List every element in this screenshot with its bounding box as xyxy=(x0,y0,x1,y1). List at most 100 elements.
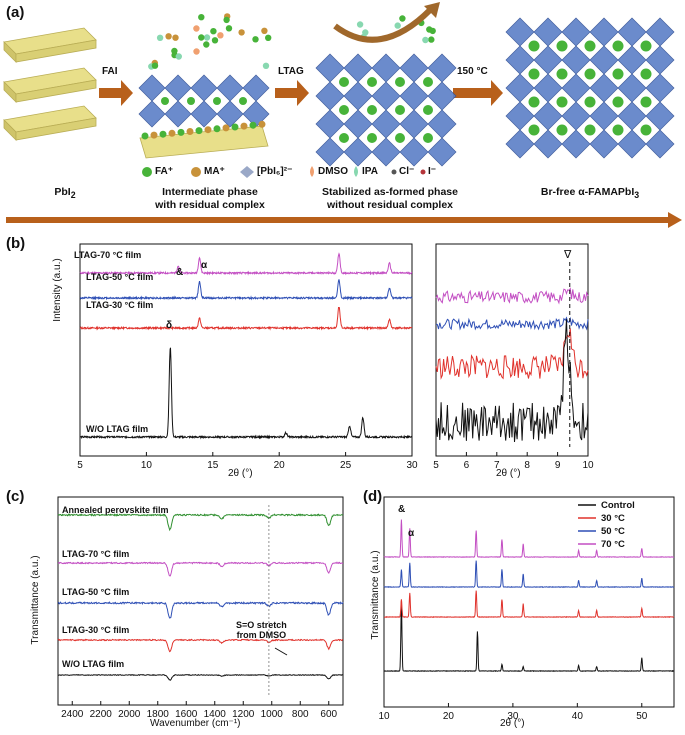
final-cation xyxy=(584,40,596,52)
final-cation xyxy=(612,124,624,136)
released-molecule xyxy=(399,15,406,22)
xrd-trace-b-right xyxy=(435,287,589,305)
final-octahedron xyxy=(561,73,591,103)
panel-d-chart: 10 20 30 40 50 xyxy=(378,496,675,722)
stab-cation xyxy=(423,77,433,87)
stab-cation xyxy=(395,105,405,115)
inter-cation-row xyxy=(141,132,149,140)
inter-cation-row xyxy=(168,129,176,137)
c-annotation: S=O stretch from DMSO xyxy=(236,620,287,640)
inter-cation-row xyxy=(195,127,203,135)
stab-octahedron xyxy=(315,81,345,111)
inter-octahedron xyxy=(164,100,192,128)
released-molecule xyxy=(428,36,435,43)
final-octahedron xyxy=(533,45,563,75)
stab-cation xyxy=(367,133,377,143)
legend-cl: Cl⁻ xyxy=(399,166,415,177)
pbi6-legend-icon xyxy=(240,166,254,178)
step-label-ltag: LTAG xyxy=(278,66,304,77)
final-octahedron xyxy=(505,17,535,47)
final-octahedron xyxy=(617,129,647,159)
d-tick-label: 40 xyxy=(572,711,584,722)
released-molecule xyxy=(356,21,364,28)
b-left-tick-label: 30 xyxy=(406,460,418,471)
pbi2-layers xyxy=(3,27,97,141)
final-octahedron xyxy=(617,73,647,103)
stab-octahedron xyxy=(399,53,429,83)
panel-c-xlabel: Wavenumber (cm⁻¹) xyxy=(150,718,241,729)
panel-d-label: (d) xyxy=(363,488,383,505)
xrd-trace-d xyxy=(383,560,675,588)
pbi2-layer-front xyxy=(15,117,97,141)
caption-pbi2: PbI2 xyxy=(54,186,76,201)
final-octahedron xyxy=(645,73,675,103)
inter-cation xyxy=(161,97,169,105)
panel-b-right-xlabel: 2θ (°) xyxy=(496,468,521,479)
c-label-50: LTAG-50 °C film xyxy=(62,587,130,597)
c-tick-label: 2000 xyxy=(118,709,141,720)
final-octahedron xyxy=(645,101,675,131)
b-left-frame xyxy=(79,243,413,457)
c-tick-label: 600 xyxy=(320,709,337,720)
ftir-trace xyxy=(57,601,344,619)
stab-octahedron xyxy=(315,137,345,167)
inter-molecule xyxy=(217,32,224,39)
ftir-trace xyxy=(57,513,344,532)
final-cation xyxy=(528,96,540,108)
inter-cation xyxy=(187,97,195,105)
d-annotation-alpha: α xyxy=(408,528,415,539)
inter-molecule xyxy=(261,27,268,34)
xrd-trace-b-right xyxy=(435,319,589,443)
stab-octahedron xyxy=(399,109,429,139)
panel-a-label: (a) xyxy=(6,4,25,21)
xrd-trace-b-right xyxy=(435,316,589,331)
final-cation xyxy=(528,68,540,80)
annotation-amp: & xyxy=(176,267,184,278)
c-tick-label: 1600 xyxy=(175,709,198,720)
panel-c-ylabel: Transmittance (a.u.) xyxy=(30,555,41,645)
panel-b-label: (b) xyxy=(6,235,26,252)
final-cation xyxy=(640,68,652,80)
d-annotation-amp: & xyxy=(398,504,406,515)
inter-octahedron xyxy=(164,74,192,102)
inter-molecule xyxy=(193,25,200,32)
final-octahedron xyxy=(617,45,647,75)
inter-molecule xyxy=(252,36,259,43)
final-cation xyxy=(584,124,596,136)
ma-legend-icon xyxy=(191,167,201,177)
d-frame xyxy=(383,496,675,708)
c-tick-label: 2400 xyxy=(61,709,84,720)
b-right-tick-label: 5 xyxy=(433,460,439,471)
stab-cation xyxy=(395,77,405,87)
final-cation xyxy=(612,40,624,52)
inter-molecule xyxy=(165,33,172,40)
panel-d-xlabel: 2θ (°) xyxy=(500,718,525,729)
b-right-tick-label: 9 xyxy=(555,460,561,471)
caption-stabilized: Stabilized as-formed phase without residu… xyxy=(322,186,458,211)
b-right-tick-label: 8 xyxy=(524,460,530,471)
inter-molecule xyxy=(211,37,219,44)
inter-molecule xyxy=(223,16,230,24)
final-cation xyxy=(528,124,540,136)
panel-c-chart: 2400 2200 2000 1800 1600 1400 1200 1000 800 600 xyxy=(57,496,344,720)
xrd-trace-b xyxy=(79,307,413,331)
stab-octahedron xyxy=(427,53,457,83)
final-octahedron xyxy=(533,73,563,103)
inter-octahedron xyxy=(216,100,244,128)
b-right-tick-label: 10 xyxy=(582,460,594,471)
final-octahedron xyxy=(533,129,563,159)
final-cation xyxy=(528,40,540,52)
final-octahedron xyxy=(561,101,591,131)
step-arrow-150 xyxy=(453,80,503,106)
final-cation xyxy=(556,96,568,108)
final-cation xyxy=(556,124,568,136)
stab-octahedron xyxy=(371,137,401,167)
d-legend-70: 70 °C xyxy=(601,539,625,550)
inter-molecule xyxy=(156,34,164,41)
so-stretch-pointer xyxy=(274,647,288,656)
inter-molecule xyxy=(172,34,179,41)
pbi2-layer-front xyxy=(15,79,97,103)
annotation-delta: δ xyxy=(166,320,173,331)
final-octahedron xyxy=(589,73,619,103)
c-tick-label: 1400 xyxy=(204,709,227,720)
